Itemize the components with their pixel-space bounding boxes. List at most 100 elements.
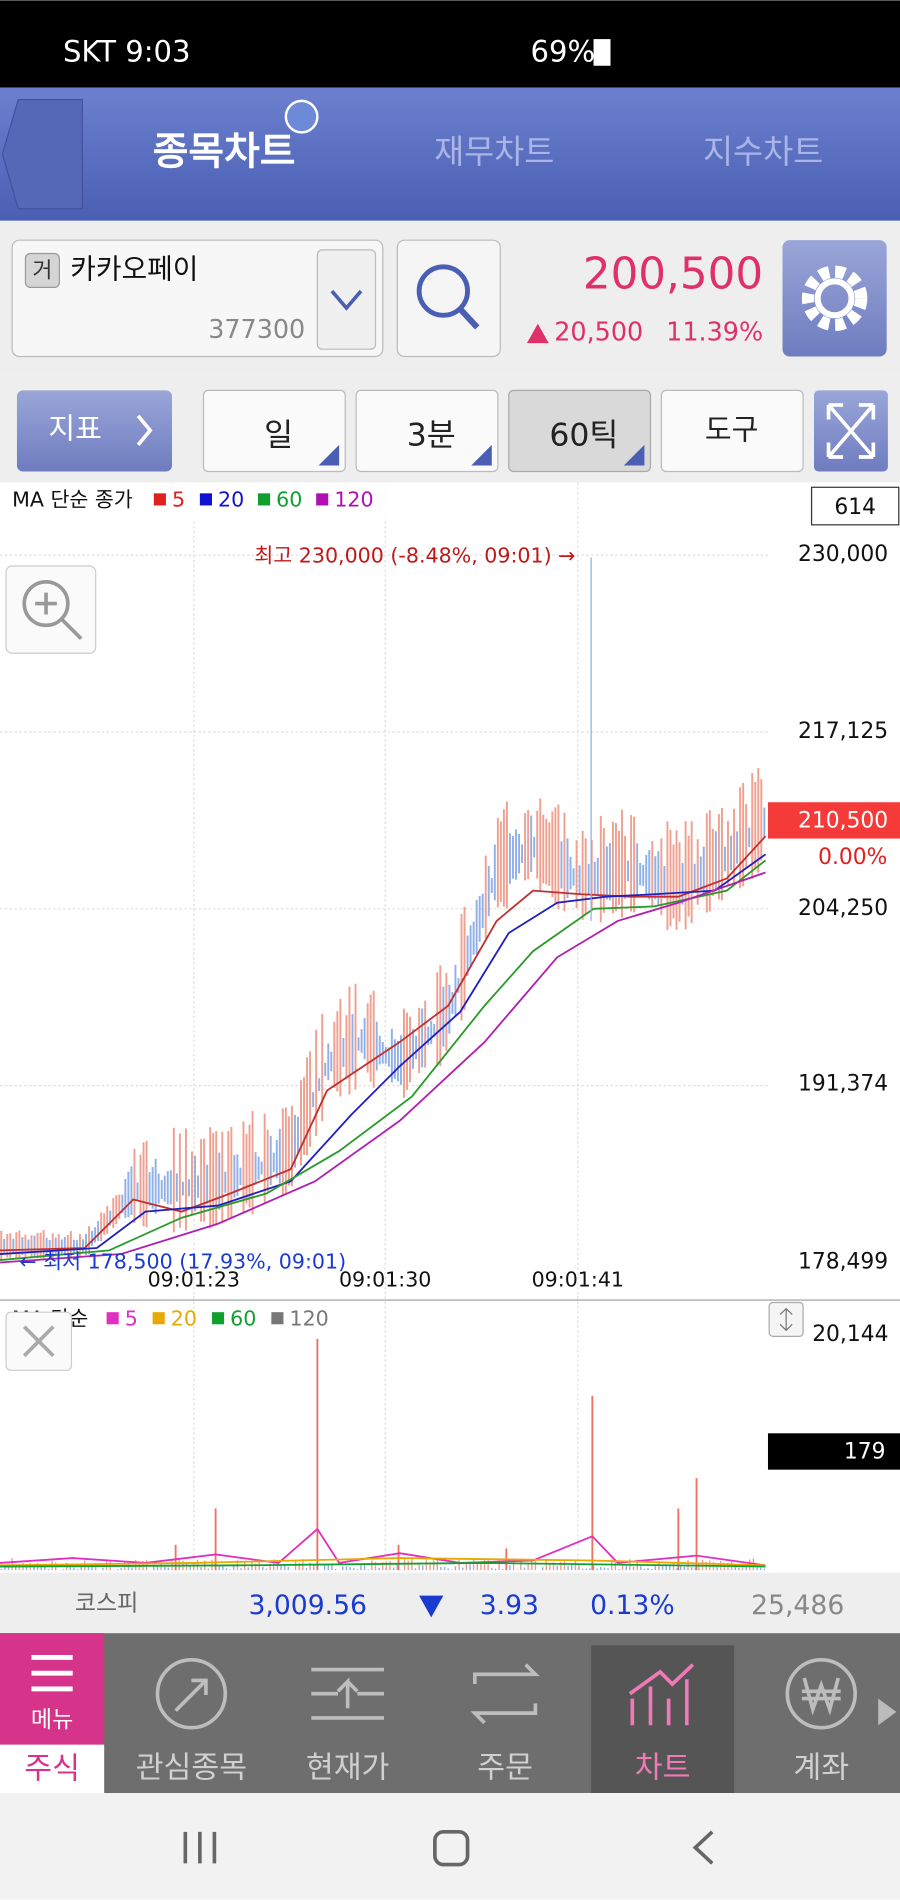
battery-icon (593, 39, 611, 66)
legend-swatch (106, 1312, 119, 1325)
change-pct: 11.39% (666, 316, 763, 346)
nav-label-active[interactable]: 차트 (635, 1750, 691, 1785)
vol-current: 179 (844, 1440, 886, 1465)
legend-title: MA 단순 종가 (12, 488, 133, 512)
index-change: 3.93 (480, 1590, 539, 1621)
change: 20,500 (554, 316, 643, 346)
index-bar (0, 1572, 900, 1634)
current-price-box (767, 802, 900, 839)
nav-icons (155, 1658, 857, 1730)
legend-entry: 20 (218, 488, 244, 512)
ma-line (0, 871, 766, 1264)
vol-ma (0, 1557, 766, 1567)
period-button[interactable] (355, 389, 499, 473)
nav-icon (628, 1663, 695, 1726)
nav-icon (785, 1658, 857, 1730)
tool-button[interactable] (660, 389, 804, 473)
nav-icon (470, 1663, 540, 1725)
period-label: 60틱 (549, 417, 618, 453)
corner-mark (623, 444, 645, 466)
search-icon (458, 307, 480, 330)
tab[interactable]: 지수차트 (703, 133, 823, 171)
tool-label: 도구 (705, 413, 758, 447)
x-tick-label: 09:01:30 (339, 1268, 431, 1292)
nav-label[interactable]: 관심종목 (136, 1750, 247, 1785)
indicator-button[interactable] (16, 390, 173, 472)
vol-ma (0, 1562, 766, 1568)
period-button-active[interactable] (508, 389, 652, 473)
tab-active[interactable]: 종목차트 (153, 130, 296, 175)
period-label: 3분 (407, 417, 456, 453)
count-box (810, 486, 900, 526)
nav-icon (174, 1678, 208, 1712)
bottom-nav (0, 1633, 900, 1794)
stock-badge-box (24, 252, 60, 289)
legend-entry: 120 (334, 488, 373, 512)
stock-tab[interactable] (0, 1744, 105, 1794)
zoom-icon (22, 579, 70, 628)
nav-more[interactable] (878, 1698, 897, 1726)
up-arrow (526, 323, 549, 344)
dropdown[interactable] (316, 249, 377, 350)
legend-entry: 5 (172, 488, 185, 512)
legend-entry: 60 (276, 488, 302, 512)
gear-icon (801, 265, 868, 332)
menu-icon (31, 1654, 73, 1692)
legend-entry: 5 (125, 1306, 138, 1330)
legend-swatch (153, 493, 166, 506)
nav-icon (155, 1658, 228, 1730)
nav-icon (801, 1677, 841, 1716)
vol-y-label: 20,144 (812, 1322, 888, 1347)
status-bar (0, 0, 900, 88)
legend-swatch (199, 493, 212, 506)
zoom-button[interactable] (5, 565, 97, 654)
nav-active-bg (591, 1645, 735, 1794)
stock-code: 377300 (208, 314, 305, 344)
home-button[interactable] (433, 1830, 470, 1867)
search-button[interactable] (396, 239, 501, 358)
legend-swatch (258, 493, 271, 506)
down-arrow (419, 1595, 444, 1618)
settings-button[interactable] (782, 240, 887, 357)
vol-ma (0, 1527, 766, 1567)
stock-badge: 거 (32, 259, 52, 284)
price: 200,500 (583, 250, 763, 300)
corner-mark (471, 444, 492, 466)
low-note: ← 최저 178,500 (17.93%, 09:01) (19, 1250, 346, 1274)
stock-box[interactable] (11, 239, 384, 358)
high-note: 최고 230,000 (-8.48%, 09:01) → (254, 543, 575, 567)
indicator-label: 지표 (48, 411, 101, 445)
tab[interactable]: 재무차트 (434, 133, 554, 171)
price-chart (0, 482, 900, 1302)
nav-label[interactable]: 현재가 (306, 1750, 390, 1785)
nav-label[interactable]: 주문 (477, 1750, 533, 1785)
zoom-icon (35, 592, 83, 640)
legend-swatch (211, 1312, 225, 1325)
ma-line (0, 859, 767, 1261)
y-tick-label: 178,499 (798, 1250, 888, 1275)
grid (0, 482, 770, 1573)
battery: 69% (531, 35, 596, 69)
y-tick-label: 217,125 (798, 719, 888, 744)
index-name: 코스피 (75, 1591, 138, 1617)
nav-icon (311, 1667, 384, 1720)
carrier-time: SKT 9:03 (63, 35, 191, 69)
period-button[interactable] (202, 389, 346, 473)
legend-entry: 60 (230, 1306, 256, 1330)
legend-swatch (152, 1312, 165, 1325)
gear-icon (814, 278, 855, 319)
back-button[interactable] (692, 1830, 714, 1865)
expand-icon (826, 403, 876, 459)
y-tick-label: 204,250 (798, 896, 888, 921)
stock-name: 카카오페이 (70, 252, 198, 285)
resize-icon (779, 1307, 793, 1332)
nav-label[interactable]: 계좌 (793, 1750, 849, 1785)
y-tick-label: 230,000 (798, 542, 888, 567)
chevron (136, 414, 153, 447)
system-nav (0, 1793, 900, 1900)
recent-apps[interactable] (183, 1831, 217, 1864)
legend-swatch (316, 493, 329, 506)
back-tab[interactable] (1, 99, 83, 210)
menu-label: 메뉴 (31, 1707, 73, 1733)
